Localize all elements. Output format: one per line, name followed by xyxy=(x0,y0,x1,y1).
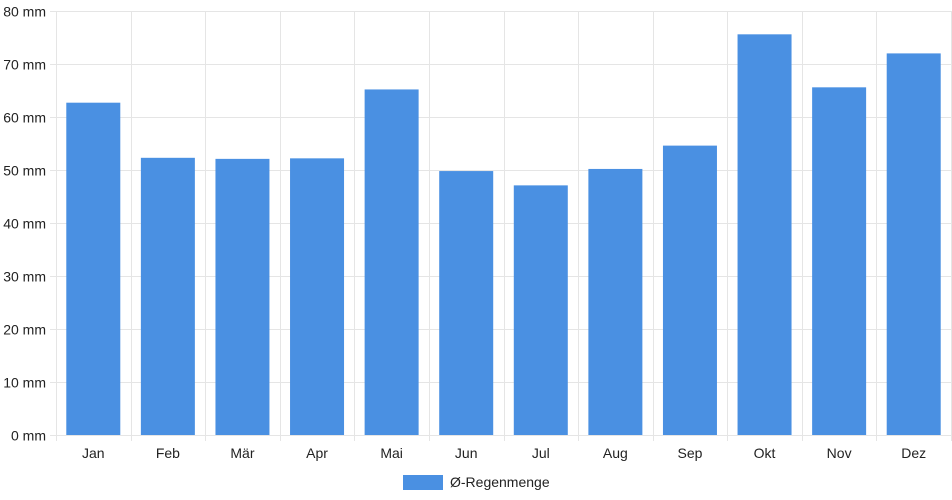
bar-mai[interactable] xyxy=(364,89,419,435)
x-tick-label: Apr xyxy=(306,445,328,461)
x-tick-label: Sep xyxy=(677,445,702,461)
y-axis: 0 mm 10 mm 20 mm 30 mm 40 mm 50 mm 60 mm 70 mm 8… xyxy=(3,4,46,444)
x-tick-label: Aug xyxy=(603,445,628,461)
bar-jun[interactable] xyxy=(439,171,494,435)
y-tick-label: 10 mm xyxy=(3,375,46,391)
x-tick-label: Jul xyxy=(532,445,550,461)
y-tick-label: 0 mm xyxy=(11,428,46,444)
x-tick-label: Feb xyxy=(156,445,180,461)
y-tick-label: 80 mm xyxy=(3,4,46,20)
bar-mär[interactable] xyxy=(215,158,270,435)
y-tick-label: 50 mm xyxy=(3,163,46,179)
bar-aug[interactable] xyxy=(588,168,643,435)
bar-dez[interactable] xyxy=(886,53,941,436)
y-tick-label: 70 mm xyxy=(3,57,46,73)
x-axis: Jan Feb Mär Apr Mai Jun Jul Aug Sep Okt Nov Dez xyxy=(82,445,926,461)
legend-swatch[interactable] xyxy=(403,475,443,490)
bar-okt[interactable] xyxy=(737,34,792,435)
y-tick-label: 20 mm xyxy=(3,322,46,338)
y-tick-label: 30 mm xyxy=(3,269,46,285)
legend[interactable]: Ø-Regenmenge xyxy=(403,474,550,490)
bar-feb[interactable] xyxy=(140,157,195,435)
x-tick-label: Jun xyxy=(455,445,478,461)
bar-jul[interactable] xyxy=(513,185,568,435)
bars xyxy=(66,34,941,436)
bar-nov[interactable] xyxy=(812,87,867,435)
y-tick-label: 60 mm xyxy=(3,110,46,126)
x-tick-label: Jan xyxy=(82,445,105,461)
x-tick-label: Nov xyxy=(827,445,852,461)
legend-label[interactable]: Ø-Regenmenge xyxy=(450,474,550,490)
x-tick-label: Mär xyxy=(230,445,254,461)
bar-sep[interactable] xyxy=(662,145,717,435)
x-tick-label: Dez xyxy=(901,445,926,461)
bar-jan[interactable] xyxy=(66,102,121,435)
x-tick-label: Mai xyxy=(380,445,403,461)
bar-apr[interactable] xyxy=(290,158,345,435)
x-tick-label: Okt xyxy=(754,445,776,461)
y-tick-label: 40 mm xyxy=(3,216,46,232)
